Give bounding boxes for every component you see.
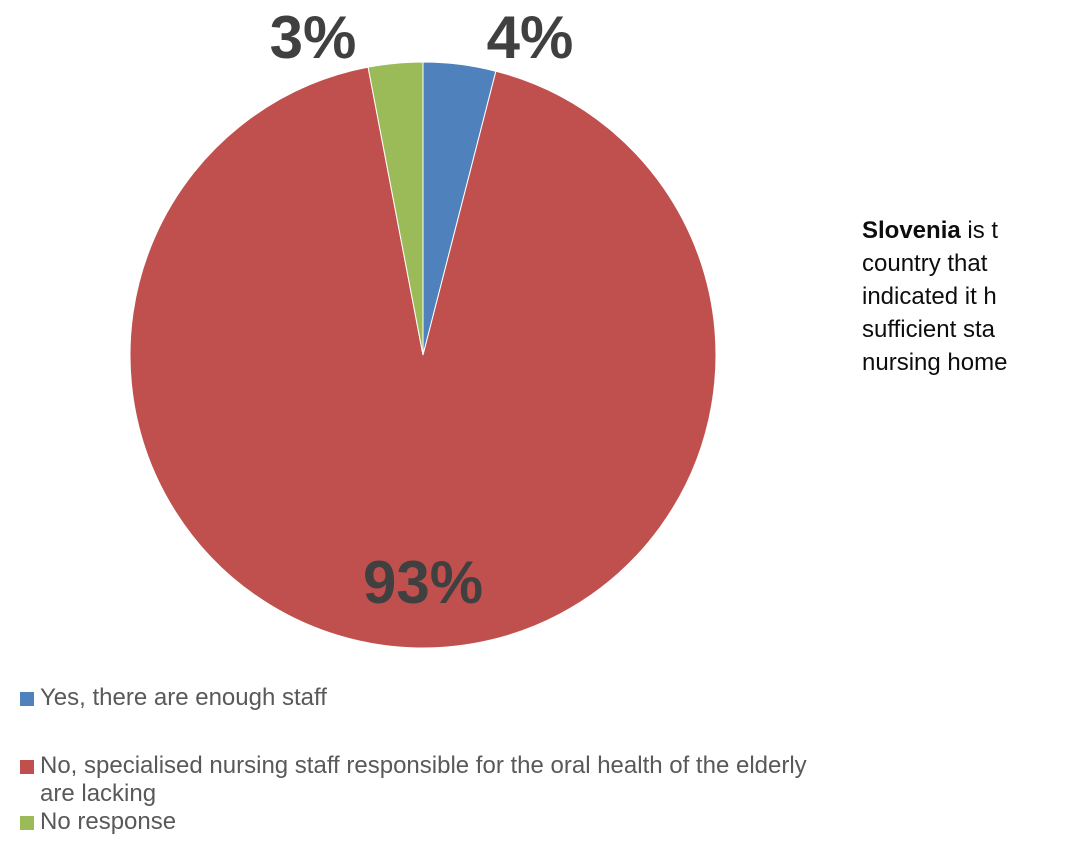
legend-label-no-response: No response <box>40 808 177 835</box>
legend-swatch-no <box>20 760 34 774</box>
legend-item-yes: Yes, there are enough staff <box>20 684 327 712</box>
legend-label-no: No, specialised nursing staff responsibl… <box>40 752 807 808</box>
legend-item-no-response: No response <box>20 808 176 836</box>
data-label-no-response: 3% <box>270 4 357 71</box>
legend-label-yes: Yes, there are enough staff <box>40 684 327 711</box>
pie-slice-no <box>129 66 717 649</box>
note-line-1: Slovenia is t <box>862 214 1069 247</box>
legend-swatch-no-response <box>20 816 34 830</box>
annotation-note: Slovenia is t country that indicated it … <box>862 214 1069 379</box>
note-line-1-rest: is t <box>960 217 999 244</box>
note-country: Slovenia <box>862 217 961 244</box>
pie-slices <box>129 61 717 649</box>
pie-slice-no-response <box>367 61 424 356</box>
data-label-yes: 4% <box>487 4 574 71</box>
legend-swatch-yes <box>20 692 34 706</box>
note-line-5: nursing home <box>862 349 1008 376</box>
legend-item-no: No, specialised nursing staff responsibl… <box>20 752 807 808</box>
data-label-no: 93% <box>363 549 483 616</box>
legend-label-no-line-1: No, specialised nursing staff responsibl… <box>40 752 807 779</box>
note-line-2: country that <box>862 250 988 277</box>
pie-data-labels: 4% 93% 3% <box>270 4 574 616</box>
note-line-4: sufficient sta <box>862 316 995 343</box>
legend-label-no-line-2: are lacking <box>40 780 157 807</box>
note-line-3: indicated it h <box>862 283 997 310</box>
